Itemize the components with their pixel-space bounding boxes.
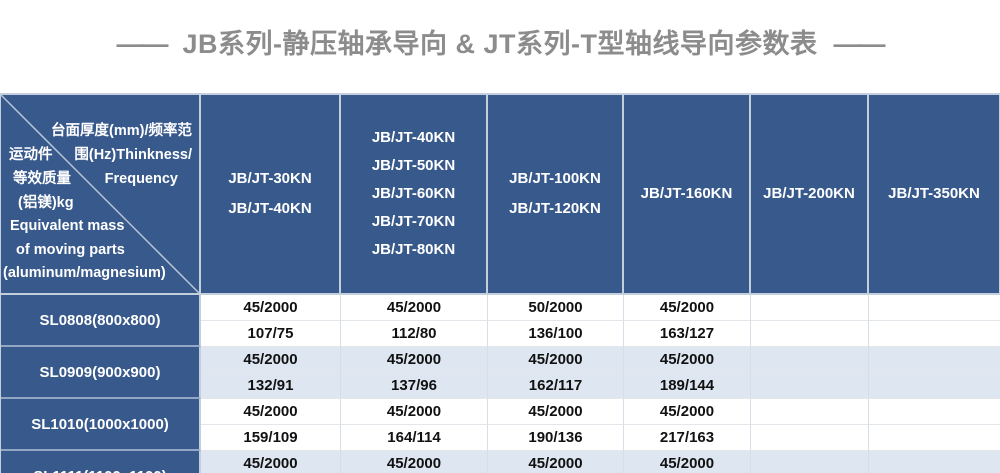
column-header-line: JB/JT-160KN [640,185,733,202]
data-cell [751,347,869,373]
corner-top-right-line: 围(Hz)Thinkness/ [74,147,192,163]
column-header-line: JB/JT-70KN [371,213,456,230]
column-header-line: JB/JT-60KN [371,185,456,202]
data-cell: 137/96 [341,373,488,399]
data-cell: 159/109 [201,425,341,451]
data-cell [751,321,869,347]
data-cell: 45/2000 [488,451,624,473]
data-cell: 45/2000 [341,347,488,373]
row-label: SL0808(800x800) [1,295,201,347]
data-cell: 45/2000 [341,451,488,473]
corner-bottom-left-line: 运动件 [9,147,53,163]
data-cell: 45/2000 [201,451,341,473]
corner-top-right-line: 台面厚度(mm)/频率范 [51,123,192,139]
diagonal-divider-line [1,95,199,293]
column-header-line: JB/JT-100KN [509,170,601,187]
data-cell [869,347,1000,373]
row-label: SL1010(1000x1000) [1,399,201,451]
data-cell [869,451,1000,473]
data-cell: 45/2000 [201,399,341,425]
data-cell: 164/114 [341,425,488,451]
data-cell: 190/136 [488,425,624,451]
data-cell [751,425,869,451]
data-cell: 189/144 [624,373,751,399]
spec-table: 台面厚度(mm)/频率范 围(Hz)Thinkness/ Frequency 运… [0,93,1000,473]
corner-bottom-left-line: 等效质量 [13,171,71,187]
data-cell: 112/80 [341,321,488,347]
data-cell [869,321,1000,347]
data-cell: 136/100 [488,321,624,347]
column-header: JB/JT-30KN JB/JT-40KN [201,95,341,295]
column-header-line: JB/JT-40KN [228,200,312,217]
corner-bottom-left-line: (铝镁)kg [18,195,74,211]
column-header-line: JB/JT-40KN [371,129,456,146]
column-header-line: JB/JT-30KN [228,170,312,187]
title-dash-left: —— [116,29,169,59]
column-header-line: JB/JT-80KN [371,241,456,258]
data-cell: 45/2000 [488,399,624,425]
data-cell: 45/2000 [488,347,624,373]
data-cell: 45/2000 [624,295,751,321]
data-cell: 45/2000 [341,399,488,425]
data-cell [751,295,869,321]
column-header: JB/JT-40KN JB/JT-50KN JB/JT-60KN JB/JT-70KN… [341,95,488,295]
corner-top-right-line: Frequency [104,171,178,187]
data-cell: 45/2000 [201,347,341,373]
column-header: JB/JT-200KN [751,95,869,295]
data-cell: 132/91 [201,373,341,399]
data-cell: 45/2000 [624,451,751,473]
column-header-line: JB/JT-50KN [371,157,456,174]
data-cell: 45/2000 [201,295,341,321]
title-dash-right: —— [833,29,886,59]
data-cell [869,399,1000,425]
column-header-line: JB/JT-120KN [509,200,601,217]
title-text: JB系列-静压轴承导向 & JT系列-T型轴线导向参数表 [182,29,818,59]
data-cell [751,373,869,399]
data-cell: 45/2000 [341,295,488,321]
column-header: JB/JT-160KN [624,95,751,295]
data-cell: 45/2000 [624,347,751,373]
column-header: JB/JT-350KN [869,95,1000,295]
data-cell: 107/75 [201,321,341,347]
corner-cell: 台面厚度(mm)/频率范 围(Hz)Thinkness/ Frequency 运… [1,95,201,295]
data-cell: 45/2000 [624,399,751,425]
corner-bottom-left-line: of moving parts [16,242,125,258]
data-cell: 163/127 [624,321,751,347]
corner-bottom-left-line: (aluminum/magnesium) [3,265,166,281]
data-cell [751,399,869,425]
page-title: —— JB系列-静压轴承导向 & JT系列-T型轴线导向参数表 —— [0,22,1000,61]
data-cell: 50/2000 [488,295,624,321]
row-label: SL1111(1100x1100) [1,451,201,473]
column-header-line: JB/JT-200KN [763,185,855,202]
data-cell [869,373,1000,399]
column-header: JB/JT-100KN JB/JT-120KN [488,95,624,295]
data-cell: 217/163 [624,425,751,451]
data-cell: 162/117 [488,373,624,399]
row-label: SL0909(900x900) [1,347,201,399]
data-cell [869,295,1000,321]
data-cell [751,451,869,473]
column-header-line: JB/JT-350KN [888,185,980,202]
data-cell [869,425,1000,451]
corner-bottom-left-line: Equivalent mass [10,218,125,234]
